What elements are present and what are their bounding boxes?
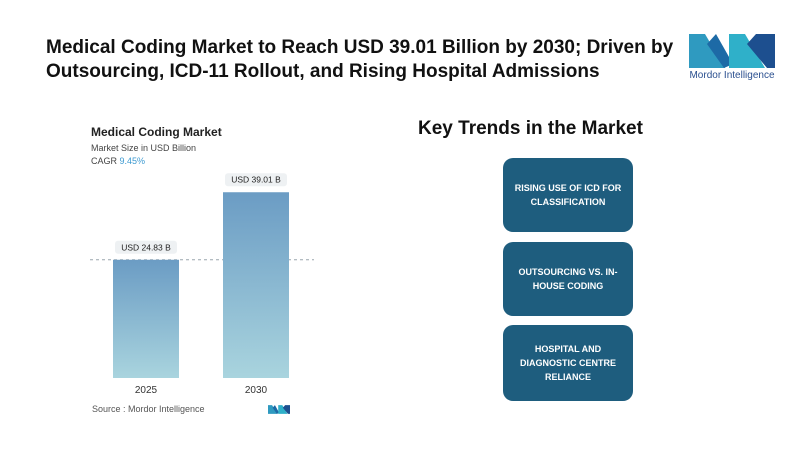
x-tick-label: 2025 (135, 385, 158, 396)
mordor-intelligence-logo-icon (689, 34, 775, 68)
data-label-background (225, 173, 287, 187)
chart-header: Medical Coding Market Market Size in USD… (91, 125, 222, 166)
data-label: USD 39.01 B (231, 175, 281, 185)
chart-subtitle: Market Size in USD Billion (91, 143, 197, 153)
cagr-label: CAGR (91, 156, 118, 166)
chart-source: Source : Mordor Intelligence (92, 404, 205, 414)
trends-title: Key Trends in the Market (418, 118, 643, 139)
bar-2030 (223, 192, 289, 378)
cagr-value: 9.45% (119, 156, 146, 166)
chart-title: Medical Coding Market (91, 125, 222, 139)
page-headline: Medical Coding Market to Reach USD 39.01… (46, 37, 674, 82)
trend-card-icd: Rising use of ICD for classification (503, 158, 633, 232)
trend-card-hospital: Hospital and Diagnostic Centre Reliance (503, 325, 633, 401)
data-label: USD 24.83 B (121, 242, 171, 252)
source-logo-icon (268, 405, 290, 414)
logo-text: Mordor Intelligence (689, 70, 775, 81)
trend-card-outsourcing: Outsourcing vs. In-house Coding (503, 242, 633, 316)
x-tick-label: 2030 (245, 385, 268, 396)
chart-cagr: CAGR 9.45% (91, 156, 222, 166)
brand-logo: Mordor Intelligence (684, 30, 780, 81)
bar-2025 (113, 259, 179, 378)
data-label-background (115, 240, 177, 254)
